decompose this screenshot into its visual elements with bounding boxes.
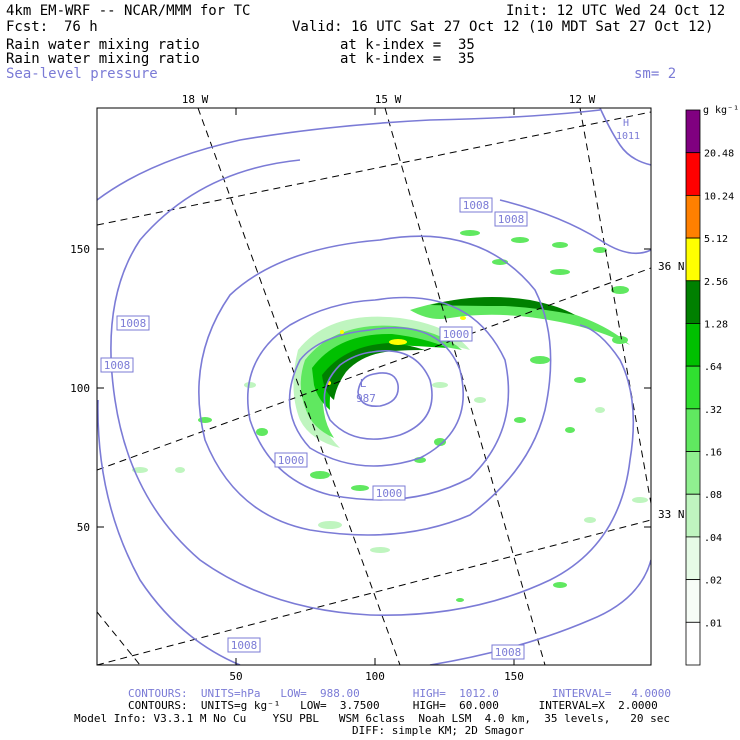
colorbar-unit: g kg⁻¹ <box>703 105 739 116</box>
isobar-label: 1008 <box>120 317 147 330</box>
colorbar-swatch <box>685 280 701 324</box>
colorbar: 20.48 10.24 5.12 2.56 1.28 .64 .32 .16 .08 .04 .02… <box>685 109 734 666</box>
colorbar-level-label: .08 <box>704 490 722 501</box>
isobars <box>97 108 651 665</box>
isobar-label: 1008 <box>104 359 131 372</box>
isobar-label-boxes <box>100 197 528 660</box>
y-tick-label: 50 <box>77 521 90 534</box>
colorbar-level-label: 2.56 <box>704 277 728 288</box>
y-tick-label: 100 <box>70 382 90 395</box>
low-pressure-symbol: L <box>360 377 367 390</box>
diffusion-info: DIFF: simple KM; 2D Smagor <box>352 724 525 737</box>
axis-labels: 50 100 150 50 100 150 18 W 15 W 12 W 36 … <box>70 93 684 683</box>
isobar-labels: 1008 1008 1008 1008 1008 1008 1000 1000 … <box>104 118 640 659</box>
colorbar-swatch <box>685 579 701 623</box>
graticule <box>97 108 651 665</box>
x-tick-label: 100 <box>365 670 385 683</box>
x-tick-label: 150 <box>504 670 524 683</box>
colorbar-level-label: .01 <box>704 618 722 629</box>
high-pressure-symbol: H <box>623 118 629 129</box>
field-2-level: at k-index = 35 <box>340 51 475 67</box>
longitude-label: 18 W <box>182 93 209 106</box>
colorbar-level-label: .32 <box>704 405 722 416</box>
colorbar-swatch <box>685 536 701 581</box>
model-info: Model Info: V3.3.1 M No Cu YSU PBL WSM 6… <box>74 712 671 725</box>
rain-contour-info: CONTOURS: UNITS=g kg⁻¹ LOW= 3.7500 HIGH=… <box>128 699 658 712</box>
isobar-label: 1000 <box>278 454 305 467</box>
valid-time: Valid: 16 UTC Sat 27 Oct 12 (10 MDT Sat … <box>292 19 714 35</box>
field-2-name: Rain water mixing ratio <box>6 51 200 67</box>
colorbar-level-label: .04 <box>704 533 722 544</box>
longitude-label: 15 W <box>375 93 402 106</box>
colorbar-swatch <box>685 408 701 452</box>
colorbar-swatch <box>685 194 701 239</box>
forecast-label: Fcst: <box>6 19 49 35</box>
colorbar-level-label: .64 <box>704 362 722 373</box>
init-time: Init: 12 UTC Wed 24 Oct 12 <box>506 3 726 19</box>
field-1-level: at k-index = 35 <box>340 37 475 53</box>
overlay-field-name: Sea-level pressure <box>6 66 158 82</box>
isobar-label: 1000 <box>376 487 403 500</box>
field-1-name: Rain water mixing ratio <box>6 37 200 53</box>
colorbar-swatch <box>685 621 701 666</box>
model-title: 4km EM-WRF -- NCAR/MMM for TC <box>6 3 251 19</box>
colorbar-level-label: 10.24 <box>704 191 734 202</box>
colorbar-swatch <box>685 451 701 495</box>
colorbar-level-label: 20.48 <box>704 149 734 160</box>
colorbar-swatch <box>685 323 701 367</box>
colorbar-level-label: 1.28 <box>704 319 728 330</box>
colorbar-swatch <box>685 365 701 410</box>
isobar-label: 1008 <box>231 639 258 652</box>
isobar-label: 1008 <box>463 199 490 212</box>
latitude-label: 36 N <box>658 260 685 273</box>
smoothing-label: sm= 2 <box>634 66 677 82</box>
colorbar-swatch <box>685 152 701 196</box>
latitude-label: 33 N <box>658 508 685 521</box>
rain-shading <box>132 230 648 602</box>
colorbar-level-label: 5.12 <box>704 234 728 245</box>
forecast-hour: 76 h <box>64 19 98 35</box>
colorbar-level-label: .02 <box>704 576 722 587</box>
colorbar-level-label: .16 <box>704 448 722 459</box>
axis-ticks <box>97 108 651 665</box>
high-pressure-value: 1011 <box>616 131 640 142</box>
colorbar-swatch <box>685 237 701 282</box>
slp-contour-info: CONTOURS: UNITS=hPa LOW= 988.00 HIGH= 10… <box>128 687 672 700</box>
isobar-label: 1000 <box>443 328 470 341</box>
low-pressure-value: 987 <box>356 392 376 405</box>
isobar-label: 1008 <box>498 213 525 226</box>
longitude-label: 12 W <box>569 93 596 106</box>
map-frame <box>96 107 652 666</box>
isobar-label: 1008 <box>495 646 522 659</box>
x-tick-label: 50 <box>229 670 242 683</box>
y-tick-label: 150 <box>70 243 90 256</box>
colorbar-swatch <box>685 493 701 538</box>
colorbar-swatch <box>685 109 701 154</box>
